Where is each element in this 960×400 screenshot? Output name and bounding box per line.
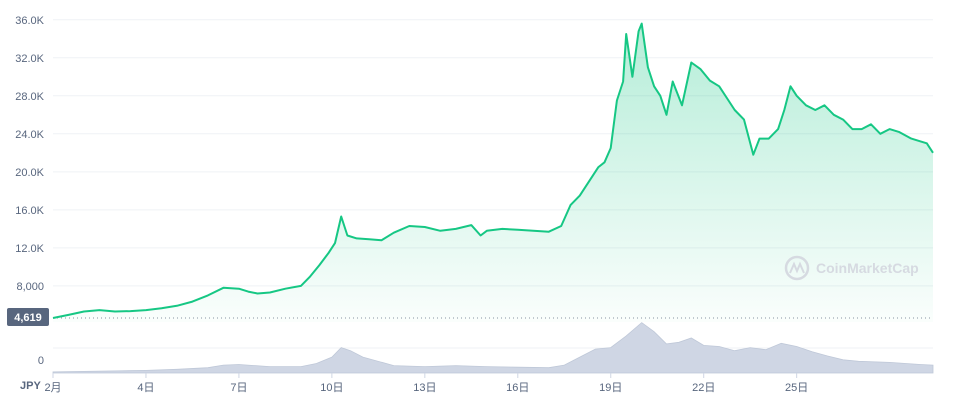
y-tick-label: 12.0K <box>15 243 44 255</box>
x-tick-label: 10日 <box>320 382 343 394</box>
y-tick-label: 36.0K <box>15 15 44 27</box>
x-tick-label: 2月 <box>44 382 61 394</box>
y-tick-label: 28.0K <box>15 91 44 103</box>
volume-area <box>52 322 934 374</box>
baseline-price-tag: 4,619 <box>7 308 49 326</box>
price-line <box>52 22 934 319</box>
x-tick-label: 25日 <box>785 382 808 394</box>
baseline-price-label: 4,619 <box>14 312 42 324</box>
price-area-fill <box>53 23 933 322</box>
y-tick-label: 20.0K <box>15 167 44 179</box>
price-series <box>52 22 934 322</box>
x-tick-label: 13日 <box>413 382 436 394</box>
x-tick-label: 19日 <box>599 382 622 394</box>
gridlines <box>53 19 933 349</box>
y-tick-label: 8,000 <box>16 281 44 293</box>
x-axis-labels: 2月 4日 7日 10日 13日 16日 19日 22日 25日 <box>44 373 808 394</box>
watermark-text: CoinMarketCap <box>816 260 919 276</box>
volume-series <box>52 322 934 374</box>
x-tick-label: 4日 <box>137 382 154 394</box>
x-tick-label: 7日 <box>230 382 247 394</box>
currency-label: JPY <box>20 380 41 392</box>
y-axis-labels: 36.0K 32.0K 28.0K 24.0K 20.0K 16.0K 12.0K 8,000 <box>15 15 44 293</box>
y-tick-label: 24.0K <box>15 129 44 141</box>
coinmarketcap-logo-icon <box>784 255 810 281</box>
x-tick-label: 22日 <box>692 382 715 394</box>
x-tick-label: 16日 <box>506 382 529 394</box>
y-tick-label: 32.0K <box>15 53 44 65</box>
y-tick-label: 16.0K <box>15 205 44 217</box>
volume-zero-label: 0 <box>38 355 44 367</box>
coinmarketcap-watermark: CoinMarketCap <box>784 255 919 281</box>
